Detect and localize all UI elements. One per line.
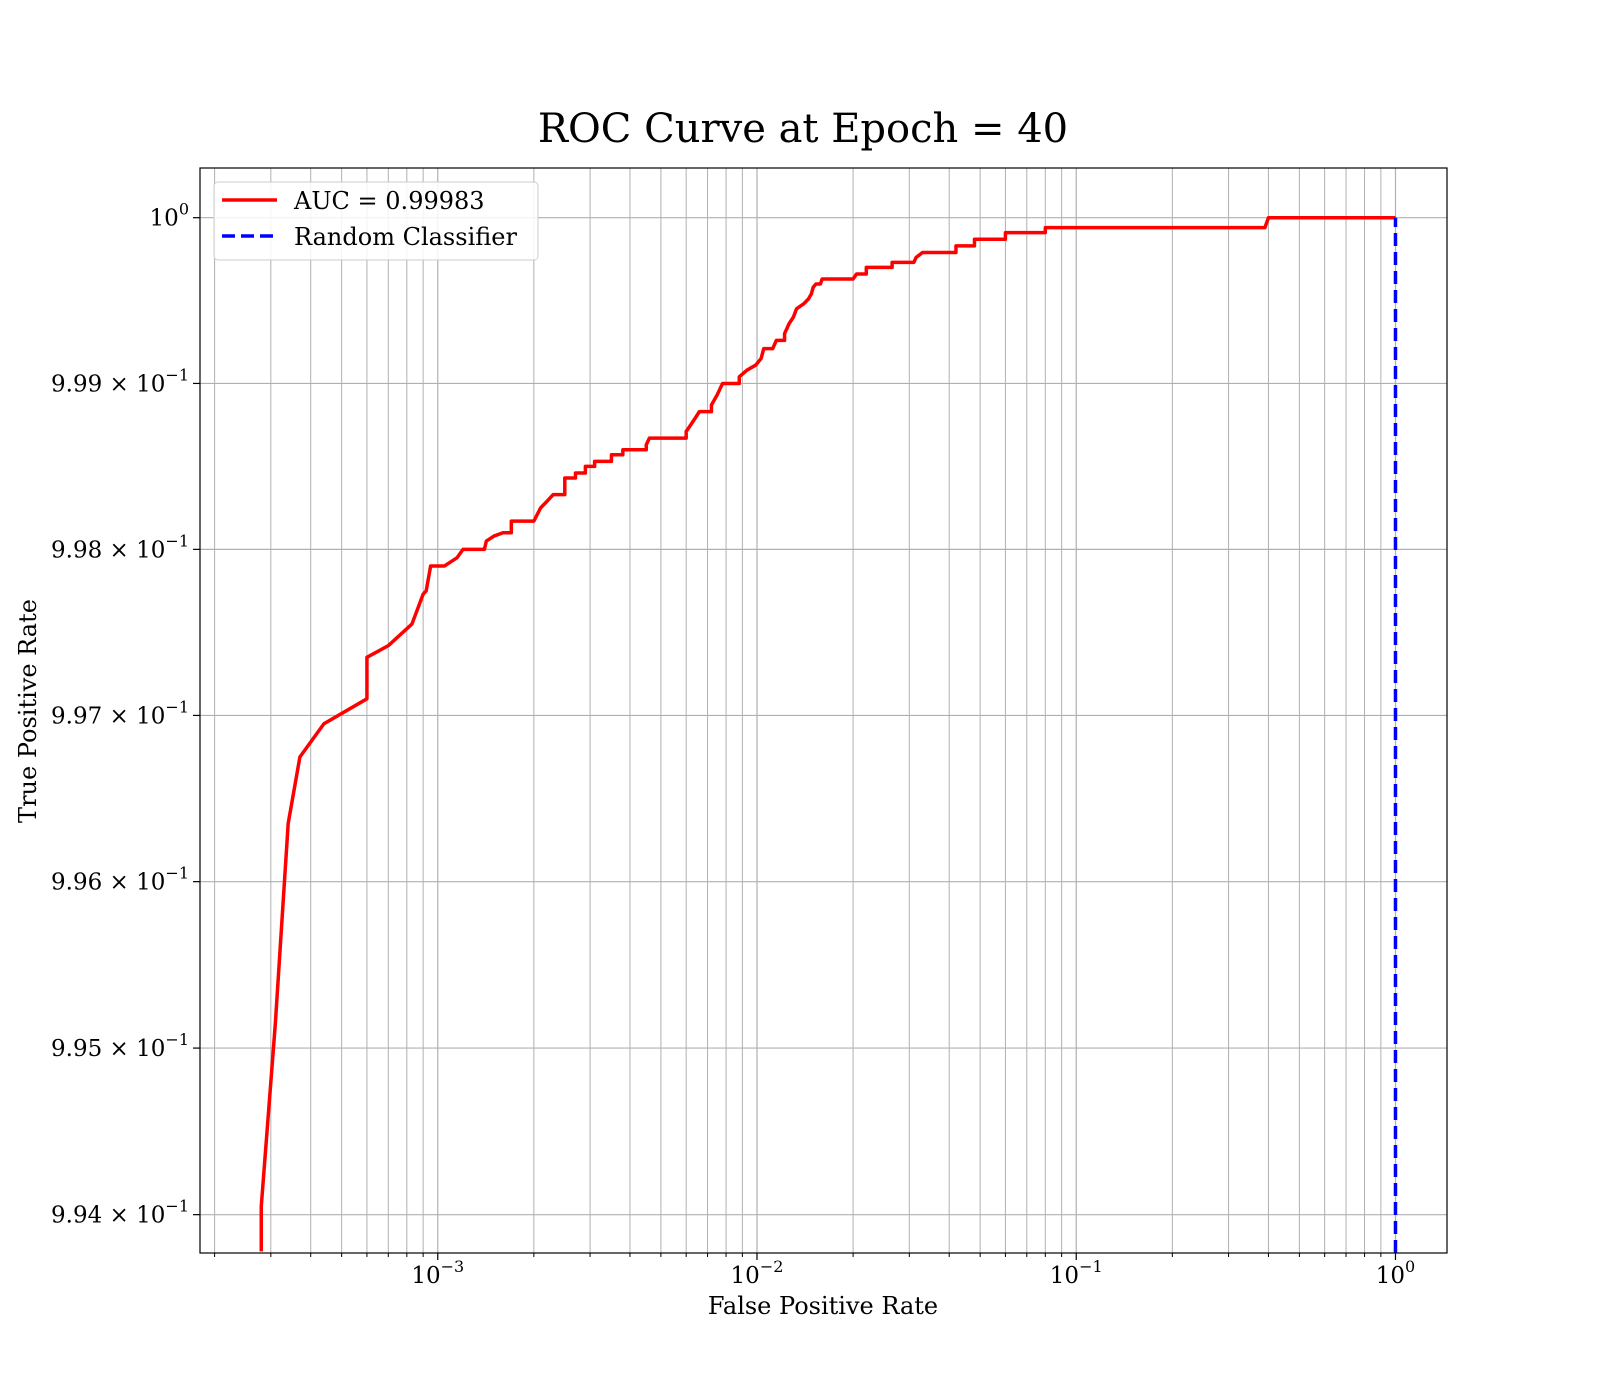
y-tick-label: 9.98 × 10−1	[51, 531, 189, 563]
y-tick-label: 9.94 × 10−1	[51, 1197, 189, 1229]
series-line-roc	[259, 215, 1396, 1252]
chart-title: ROC Curve at Epoch = 40	[538, 106, 1068, 152]
x-tick-label: 100	[1376, 1257, 1415, 1289]
x-tick-label: 10−1	[1050, 1257, 1103, 1289]
y-tick-label: 9.99 × 10−1	[51, 365, 189, 397]
legend-label-auc: AUC = 0.99983	[293, 187, 485, 215]
legend-label-random: Random Classifier	[294, 223, 517, 251]
legend: AUC = 0.99983 Random Classifier	[213, 181, 539, 261]
y-tick-label: 9.95 × 10−1	[51, 1030, 189, 1062]
y-tick-label: 100	[150, 200, 189, 232]
y-tick-label: 9.97 × 10−1	[51, 697, 189, 729]
y-axis: 100 9.99 × 10−1 9.98 × 10−1 9.97 × 10−1 9.96…	[51, 200, 200, 1229]
x-axis: 10−3 10−2 10−1 100	[214, 1253, 1415, 1289]
y-tick-label: 9.96 × 10−1	[51, 864, 189, 896]
legend-box	[213, 181, 539, 261]
axes-frame	[199, 167, 1448, 1254]
y-axis-label: True Positive Rate	[14, 599, 42, 823]
x-tick-label: 10−3	[411, 1257, 464, 1289]
plot-area	[259, 215, 1398, 1253]
x-tick-label: 10−2	[731, 1257, 784, 1289]
x-axis-label: False Positive Rate	[708, 1292, 938, 1320]
